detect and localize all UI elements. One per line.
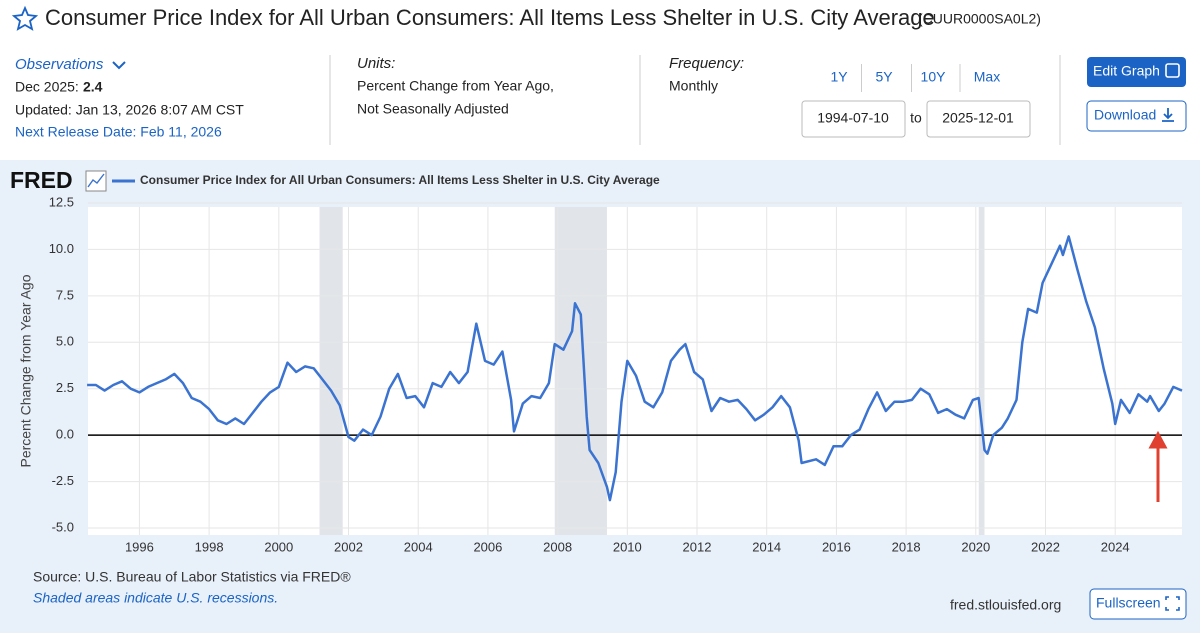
start-date: 1994-07-10 [817, 110, 889, 126]
recession-band [978, 207, 985, 535]
download-button[interactable] [1086, 100, 1187, 132]
series-line [87, 235, 1183, 502]
x-tick-label: 2020 [961, 539, 990, 554]
favorite-star[interactable] [11, 5, 39, 31]
y-tick-label: 5.0 [56, 334, 74, 349]
series-id: (CUUR0000SA0L2) [918, 11, 1041, 27]
site: fred.stlouisfed.org [950, 597, 1061, 613]
y-tick-label: 2.5 [56, 380, 74, 395]
range-buttons: 1Y 5Y 10Y Max [830, 64, 1000, 92]
latest-value: 2.4 [83, 79, 103, 95]
updated: Updated: Jan 13, 2026 8:07 AM CST [15, 102, 244, 118]
annotation-arrow [1148, 430, 1168, 502]
plot-area [88, 207, 1182, 535]
legend-label: Consumer Price Index for All Urban Consu… [140, 173, 660, 187]
y-tick-label: 10.0 [49, 241, 74, 256]
recession-band [554, 207, 607, 535]
y-tick-label: 12.5 [49, 194, 74, 209]
fullscreen-button[interactable] [1089, 588, 1187, 620]
next-release[interactable]: Next Release Date: Feb 11, 2026 [15, 124, 222, 140]
source: Source: U.S. Bureau of Labor Statistics … [33, 569, 351, 585]
edit-icon [1165, 63, 1180, 78]
x-tick-label: 2018 [892, 539, 921, 554]
range-button[interactable]: 10Y [921, 69, 947, 85]
y-tick-label: -2.5 [52, 473, 74, 488]
fullscreen-icon [1165, 596, 1180, 611]
to-label: to [910, 110, 922, 126]
logo-icon-line [87, 173, 105, 188]
recession-band [319, 207, 343, 535]
y-axis-label: Percent Change from Year Ago [18, 274, 34, 467]
end-date: 2025-12-01 [942, 110, 1014, 126]
frequency-value: Monthly [669, 78, 718, 94]
series-title: Consumer Price Index for All Urban Consu… [45, 5, 935, 30]
x-tick-label: 2014 [752, 539, 781, 554]
y-tick-label: -5.0 [52, 519, 74, 534]
x-tick-label: 2022 [1031, 539, 1060, 554]
x-tick-label: 2010 [613, 539, 642, 554]
end-date-input[interactable] [926, 100, 1031, 138]
download-icon [1162, 108, 1174, 122]
x-tick-label: 1996 [125, 539, 154, 554]
start-date-input[interactable] [801, 100, 906, 138]
plot [87, 202, 1183, 535]
edit-graph-label: Edit Graph [1093, 63, 1160, 79]
x-tick-label: 2012 [683, 539, 712, 554]
x-tick-label: 2024 [1101, 539, 1130, 554]
fred-logo: FRED [10, 167, 73, 193]
frequency-label: Frequency: [669, 55, 744, 72]
y-tick-label: 7.5 [56, 287, 74, 302]
observations-link[interactable]: Observations [15, 56, 104, 73]
y-tick-label: 0.0 [56, 427, 74, 442]
x-tick-label: 2008 [543, 539, 572, 554]
edit-graph-button[interactable] [1087, 57, 1186, 87]
units-line: Percent Change from Year Ago, [357, 78, 554, 94]
x-tick-label: 2016 [822, 539, 851, 554]
x-tick-label: 2006 [473, 539, 502, 554]
x-tick-label: 2002 [334, 539, 363, 554]
recession-note: Shaded areas indicate U.S. recessions. [33, 590, 278, 606]
range-button[interactable]: Max [974, 69, 1000, 85]
units-label: Units: [357, 55, 395, 72]
x-tick-label: 1998 [195, 539, 224, 554]
logo-icon [85, 170, 107, 192]
fullscreen-label: Fullscreen [1096, 595, 1161, 611]
range-button[interactable]: 1Y [830, 69, 848, 85]
x-tick-label: 2004 [404, 539, 433, 554]
range-button[interactable]: 5Y [875, 69, 893, 85]
download-label: Download [1094, 107, 1156, 123]
chevron [112, 61, 126, 70]
x-tick-label: 2000 [264, 539, 293, 554]
latest-date: Dec 2025: [15, 79, 79, 95]
units-line: Not Seasonally Adjusted [357, 101, 509, 117]
